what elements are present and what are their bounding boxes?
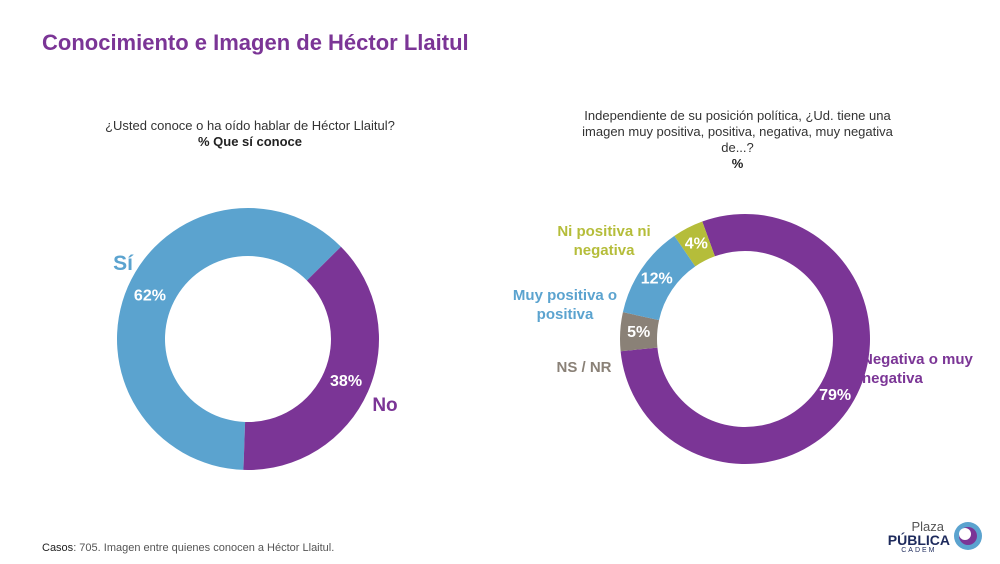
logo-icon	[954, 522, 982, 550]
footer-text: : 705. Imagen entre quienes conocen a Hé…	[73, 542, 335, 554]
question: ¿Usted conoce o ha oído hablar de Héctor…	[60, 118, 440, 150]
logo-line: CADEM	[901, 547, 937, 554]
donut-segment	[116, 207, 341, 470]
category-label: Negativa o muy negativa	[862, 351, 973, 387]
question: Independiente de su posición política, ¿…	[575, 108, 900, 172]
value-label: 4%	[685, 235, 708, 252]
donut-segment	[622, 235, 696, 321]
donut-segment	[620, 312, 660, 352]
footer-label: Casos	[42, 542, 74, 554]
category-label: NS / NR	[556, 359, 612, 376]
footer: Casos: 705. Imagen entre quienes conocen…	[42, 542, 334, 554]
category-label: No	[372, 395, 398, 416]
slide-title: Conocimiento e Imagen de Héctor Llaitul	[42, 30, 469, 55]
question-text: Independiente de su posición política, ¿…	[582, 108, 893, 155]
logo-line: PÚBLICA	[887, 532, 950, 548]
value-label: 79%	[819, 387, 851, 404]
donut-segment	[674, 221, 715, 267]
logo-line: Plaza	[911, 519, 944, 534]
category-label: Muy positiva o positiva	[512, 287, 618, 323]
question-subtitle: % Que sí conoce	[197, 134, 303, 149]
category-label: Sí	[113, 252, 133, 275]
value-label: 5%	[627, 324, 650, 341]
question-subtitle: %	[731, 156, 744, 171]
logo: Plaza PÚBLICA CADEM	[888, 520, 950, 555]
category-label: Ni positiva ni negativa	[557, 223, 651, 259]
donut-segment	[620, 214, 870, 464]
question-text: ¿Usted conoce o ha oído hablar de Héctor…	[105, 118, 395, 133]
value-label: 62%	[134, 287, 166, 304]
value-label: 12%	[641, 271, 673, 288]
donut-segment	[243, 246, 380, 470]
value-label: 38%	[330, 373, 362, 390]
